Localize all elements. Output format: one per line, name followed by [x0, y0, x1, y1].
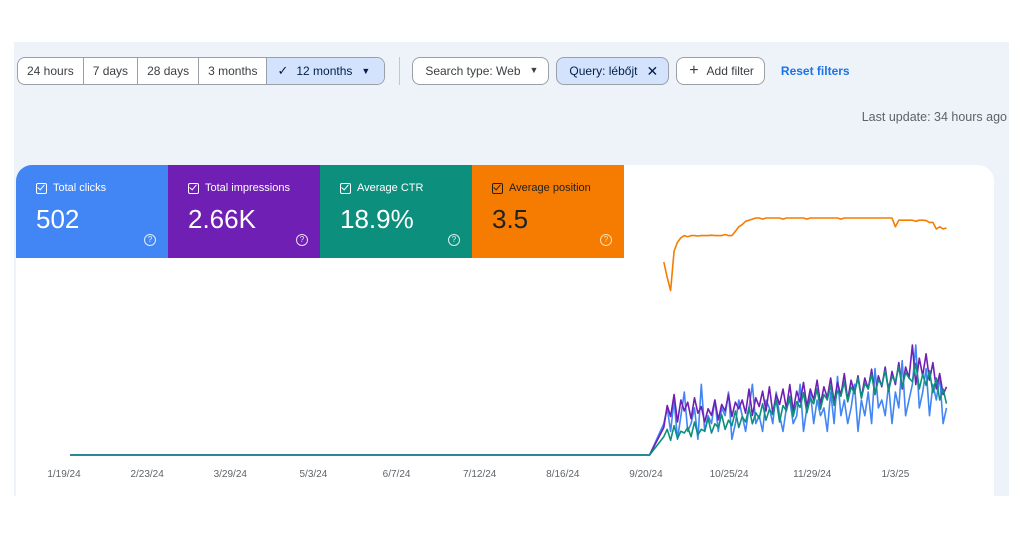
- x-tick-label: 1/3/25: [881, 469, 909, 480]
- filter-toolbar: 24 hours 7 days 28 days 3 months ✓ 12 mon…: [17, 57, 850, 85]
- series-line-ctr: [70, 362, 948, 456]
- help-circle-icon[interactable]: ?: [600, 234, 612, 246]
- series-line-impressions: [70, 344, 948, 456]
- add-filter-button[interactable]: + Add filter: [676, 57, 765, 85]
- metric-average-position[interactable]: Average position 3.5 ?: [472, 165, 624, 258]
- metric-average-ctr[interactable]: Average CTR 18.9% ?: [320, 165, 472, 258]
- metric-total-clicks-label: Total clicks: [36, 182, 106, 194]
- range-12-months-label: 12 months: [296, 64, 353, 78]
- range-3-months[interactable]: 3 months: [199, 58, 268, 84]
- metric-label-text: Total clicks: [53, 182, 107, 194]
- caret-down-icon: ▼: [529, 65, 539, 75]
- checkbox-icon: [492, 182, 503, 194]
- metric-average-position-label: Average position: [492, 182, 591, 194]
- metric-total-impressions[interactable]: Total impressions 2.66K ?: [168, 165, 320, 258]
- x-tick-label: 11/29/24: [793, 469, 832, 480]
- metric-average-ctr-label: Average CTR: [340, 182, 423, 194]
- metric-average-position-value: 3.5: [492, 204, 529, 234]
- x-tick-label: 5/3/24: [300, 469, 328, 480]
- help-circle-icon[interactable]: ?: [144, 234, 156, 246]
- performance-chart-card: 1/19/24 2/23/24 3/29/24 5/3/24 6/7/24 7/12/24…: [16, 165, 994, 496]
- metric-total-clicks[interactable]: Total clicks 502 ?: [16, 165, 168, 258]
- x-tick-label: 10/25/24: [710, 469, 749, 480]
- caret-down-icon: ▼: [361, 66, 371, 76]
- series-line-position: [663, 217, 947, 292]
- add-filter-label: Add filter: [706, 64, 754, 78]
- x-tick-label: 2/23/24: [130, 469, 164, 480]
- metric-total-clicks-value: 502: [36, 204, 80, 234]
- x-tick-label: 7/12/24: [463, 469, 497, 480]
- metric-average-ctr-value: 18.9%: [340, 204, 414, 234]
- metric-total-impressions-value: 2.66K: [188, 204, 256, 234]
- x-tick-label: 6/7/24: [383, 469, 411, 480]
- date-range-selector: 24 hours 7 days 28 days 3 months ✓ 12 mon…: [17, 57, 386, 85]
- search-type-dropdown[interactable]: Search type: Web ▼: [412, 57, 550, 85]
- reset-filters-link[interactable]: Reset filters: [780, 64, 850, 78]
- query-filter-chip[interactable]: Query: lébőjt ✕: [556, 57, 670, 85]
- plus-icon: +: [689, 62, 699, 79]
- close-icon[interactable]: ✕: [646, 63, 659, 79]
- search-type-label: Search type: Web: [425, 64, 521, 78]
- metric-label-text: Total impressions: [205, 182, 290, 194]
- x-tick-label: 1/19/24: [47, 469, 81, 480]
- metric-label-text: Average position: [509, 182, 591, 194]
- last-update-text: Last update: 34 hours ago: [861, 110, 1007, 124]
- range-28-days[interactable]: 28 days: [138, 58, 200, 84]
- x-tick-label: 8/16/24: [546, 469, 580, 480]
- check-icon: ✓: [277, 63, 289, 78]
- x-tick-label: 9/20/24: [629, 469, 663, 480]
- metric-label-text: Average CTR: [357, 182, 424, 194]
- search-console-panel: 24 hours 7 days 28 days 3 months ✓ 12 mon…: [14, 42, 1009, 496]
- checkbox-icon: [36, 182, 47, 194]
- metric-cards: Total clicks 502 ? Total impressions 2.6…: [16, 165, 624, 258]
- range-24-hours[interactable]: 24 hours: [18, 58, 84, 84]
- range-12-months[interactable]: ✓ 12 months ▼: [267, 58, 385, 84]
- performance-line-chart: 1/19/24 2/23/24 3/29/24 5/3/24 6/7/24 7/12/24…: [47, 217, 948, 480]
- metric-total-impressions-label: Total impressions: [188, 182, 290, 194]
- checkbox-icon: [340, 182, 351, 194]
- help-circle-icon[interactable]: ?: [448, 234, 460, 246]
- toolbar-divider: [399, 57, 401, 85]
- help-circle-icon[interactable]: ?: [296, 234, 308, 246]
- x-tick-label: 3/29/24: [214, 469, 248, 480]
- query-filter-label: Query: lébőjt: [569, 64, 638, 78]
- checkbox-icon: [188, 182, 199, 194]
- range-7-days[interactable]: 7 days: [84, 58, 139, 84]
